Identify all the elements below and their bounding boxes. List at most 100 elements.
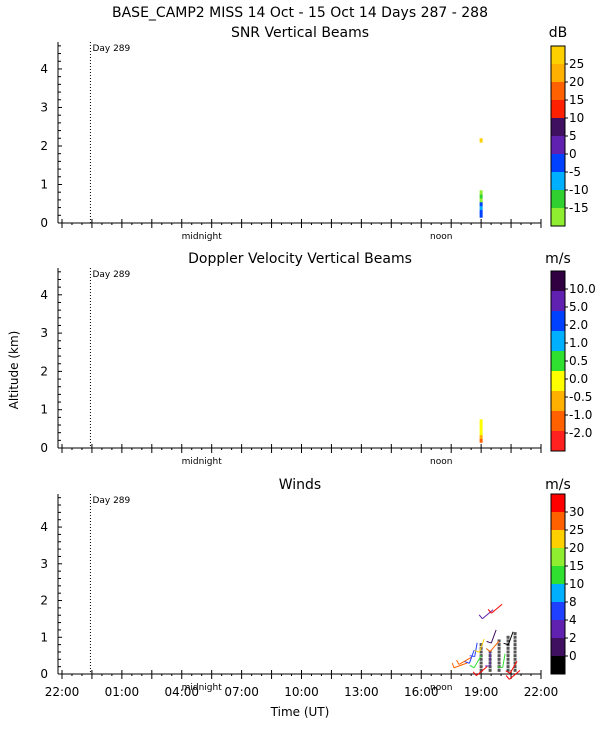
doppler-y-tick-label: 1 bbox=[40, 403, 48, 417]
doppler-data-cell bbox=[479, 419, 483, 424]
doppler-noon-label: noon bbox=[430, 457, 452, 467]
snr-colorbar-label: -5 bbox=[569, 165, 581, 179]
wind-barb-flag bbox=[505, 675, 510, 680]
snr-y-tick-label: 2 bbox=[40, 139, 48, 153]
wind-barb-flag bbox=[486, 640, 492, 644]
wind-barb bbox=[476, 666, 488, 677]
doppler-colorbar-segment bbox=[551, 351, 565, 371]
winds-colorbar-label: 20 bbox=[569, 541, 584, 555]
winds-colorbar-label: 2 bbox=[569, 631, 577, 645]
winds-dot bbox=[513, 668, 517, 672]
winds-dot bbox=[479, 665, 483, 669]
snr-data-cell bbox=[479, 213, 483, 218]
wind-barb bbox=[502, 653, 506, 668]
snr-colorbar-segment bbox=[551, 46, 565, 64]
doppler-data-cell bbox=[479, 423, 483, 428]
winds-dot bbox=[513, 643, 517, 647]
doppler-colorbar-label: 0.0 bbox=[569, 372, 588, 386]
winds-dot bbox=[497, 650, 501, 654]
winds-colorbar-segment bbox=[551, 602, 565, 620]
doppler-colorbar-segment bbox=[551, 371, 565, 391]
wind-barb bbox=[507, 631, 514, 646]
winds-dot bbox=[488, 665, 492, 669]
x-tick-label: 22:00 bbox=[45, 685, 80, 699]
doppler-y-tick-label: 4 bbox=[40, 288, 48, 302]
wind-barb bbox=[458, 657, 472, 665]
wind-barb-flag bbox=[474, 650, 480, 653]
snr-colorbar-label: 15 bbox=[569, 93, 584, 107]
snr-title: SNR Vertical Beams bbox=[231, 25, 369, 41]
wind-barb-flag bbox=[456, 659, 460, 665]
winds-dot bbox=[497, 661, 501, 665]
wind-barb bbox=[508, 669, 521, 680]
snr-data-cell bbox=[479, 205, 483, 211]
doppler-colorbar-segment bbox=[551, 391, 565, 411]
wind-barb-flag bbox=[464, 661, 470, 664]
winds-dot bbox=[497, 643, 501, 647]
wind-barb bbox=[468, 649, 475, 664]
doppler-colorbar-segment bbox=[551, 291, 565, 311]
snr-colorbar-segment bbox=[551, 82, 565, 100]
winds-colorbar-label: 30 bbox=[569, 505, 584, 519]
winds-dot bbox=[506, 654, 510, 658]
x-tick-label: 04:00 bbox=[164, 685, 199, 699]
wind-barb-flag bbox=[478, 614, 483, 620]
snr-y-tick-label: 1 bbox=[40, 177, 48, 191]
snr-y-tick-label: 3 bbox=[40, 100, 48, 114]
winds-colorbar-label: 15 bbox=[569, 559, 584, 573]
snr-colorbar-segment bbox=[551, 136, 565, 154]
wind-barb bbox=[482, 609, 494, 620]
winds-colorbar-segment bbox=[551, 494, 565, 512]
doppler-colorbar-label: 10.0 bbox=[569, 282, 596, 296]
snr-colorbar-segment bbox=[551, 208, 565, 226]
x-axis-label: Time (UT) bbox=[270, 705, 330, 719]
x-tick-label: 10:00 bbox=[284, 685, 319, 699]
winds-dot bbox=[506, 657, 510, 661]
doppler-title: Doppler Velocity Vertical Beams bbox=[188, 251, 412, 267]
figure-title: BASE_CAMP2 MISS 14 Oct - 15 Oct 14 Days … bbox=[112, 5, 488, 21]
wind-barb-flag bbox=[487, 609, 492, 614]
wind-barb-flag bbox=[469, 655, 475, 658]
doppler-colorbar-label: -1.0 bbox=[569, 408, 592, 422]
doppler-y-tick-label: 2 bbox=[40, 364, 48, 378]
winds-colorbar-label: 0 bbox=[569, 649, 577, 663]
wind-barb-flag bbox=[503, 642, 509, 646]
snr-panel: SNR Vertical Beams dB 0 1 2 3 4 Day 289 midnight… bbox=[40, 25, 588, 242]
winds-y-tick-label: 0 bbox=[40, 667, 48, 681]
winds-dot bbox=[488, 668, 492, 672]
snr-y-tick-label: 0 bbox=[40, 216, 48, 230]
snr-noon-label: noon bbox=[430, 232, 452, 242]
snr-data-cell bbox=[479, 138, 483, 143]
snr-data-cell bbox=[479, 197, 483, 203]
doppler-colorbar-segment bbox=[551, 331, 565, 351]
snr-colorbar-label: 5 bbox=[569, 129, 577, 143]
wind-barb-flag bbox=[472, 671, 477, 676]
snr-unit: dB bbox=[549, 25, 568, 41]
x-tick-label: 07:00 bbox=[224, 685, 259, 699]
snr-data-cell bbox=[479, 209, 483, 214]
winds-dot bbox=[506, 668, 510, 672]
doppler-colorbar-segment bbox=[551, 271, 565, 291]
winds-dot bbox=[506, 650, 510, 654]
winds-colorbar-segment bbox=[551, 530, 565, 548]
snr-colorbar-segment bbox=[551, 172, 565, 190]
winds-dot bbox=[479, 657, 483, 661]
snr-colorbar-label: 20 bbox=[569, 75, 584, 89]
snr-colorbar-label: 0 bbox=[569, 147, 577, 161]
wind-barb-flag bbox=[451, 662, 455, 668]
winds-dot bbox=[497, 654, 501, 658]
snr-colorbar-segment bbox=[551, 100, 565, 118]
winds-title: Winds bbox=[279, 477, 321, 493]
doppler-colorbar-label: -0.5 bbox=[569, 390, 592, 404]
winds-dot bbox=[506, 661, 510, 665]
winds-dot bbox=[479, 668, 483, 672]
winds-noon-label: noon bbox=[430, 683, 452, 693]
snr-colorbar-label: -10 bbox=[569, 183, 589, 197]
wind-barb bbox=[453, 662, 468, 669]
winds-dot bbox=[497, 668, 501, 672]
doppler-panel: Doppler Velocity Vertical Beams m/s 0 1 2 3 4 D… bbox=[40, 251, 595, 467]
x-tick-label: 16:00 bbox=[404, 685, 439, 699]
doppler-colorbar-segment bbox=[551, 431, 565, 451]
winds-colorbar-segment bbox=[551, 512, 565, 530]
